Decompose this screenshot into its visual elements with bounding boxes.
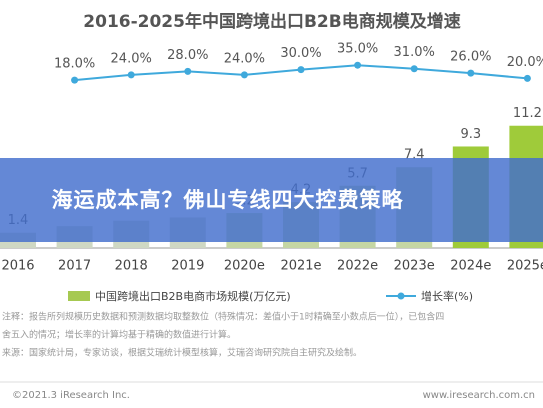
x-tick-label: 2017: [58, 259, 91, 274]
growth-label: 31.0%: [394, 45, 435, 60]
growth-label: 30.0%: [280, 46, 321, 61]
bar-label: 11.2: [513, 106, 542, 121]
x-tick-label: 2024e: [450, 259, 491, 274]
growth-label: 24.0%: [224, 51, 265, 66]
growth-point: [127, 71, 135, 79]
growth-label: 18.0%: [54, 57, 95, 72]
growth-point: [523, 74, 531, 82]
footer-right: www.iresearch.com.cn: [423, 390, 535, 401]
growth-label: 24.0%: [111, 51, 152, 66]
bar-label: 9.3: [460, 127, 481, 142]
growth-point: [184, 67, 192, 75]
note: 注释：报告所列规模历史数据和预测数据均取整数位（特殊情况：差值小于1时精确至小数…: [2, 311, 444, 323]
x-tick-label: 2023e: [394, 259, 435, 274]
growth-point: [410, 65, 418, 73]
x-tick-label: 2019: [171, 259, 204, 274]
growth-label: 26.0%: [450, 50, 491, 65]
x-tick-label: 2021e: [280, 259, 321, 274]
legend-label: 增长率(%): [421, 289, 473, 303]
growth-label: 35.0%: [337, 42, 378, 57]
chart-title: 2016-2025年中国跨境出口B2B电商规模及增速: [83, 11, 460, 32]
x-tick-label: 2025e: [507, 259, 543, 274]
growth-point: [467, 69, 475, 77]
banner: 海运成本高？佛山专线四大控费策略: [0, 158, 543, 242]
growth-point: [240, 71, 248, 79]
x-tick-label: 2022e: [337, 259, 378, 274]
banner-title: 海运成本高？佛山专线四大控费策略: [51, 188, 404, 212]
note: 舍五入的情况；增长率的计算均基于精确的数值进行计算。: [2, 329, 236, 341]
growth-point: [297, 66, 305, 74]
legend-label: 中国跨境出口B2B电商市场规模(万亿元): [95, 289, 291, 303]
legend-dot: [397, 292, 405, 300]
growth-point: [354, 61, 362, 69]
growth-point: [71, 76, 79, 84]
x-tick-label: 2018: [115, 259, 148, 274]
footer-left: ©2021.3 iResearch Inc.: [12, 390, 130, 401]
x-tick-label: 2016: [1, 259, 34, 274]
growth-label: 20.0%: [507, 55, 543, 70]
x-tick-label: 2020e: [224, 259, 265, 274]
note: 来源：国家统计局，专家访谈，根据艾瑞统计模型核算，艾瑞咨询研究院自主研究及绘制。: [2, 347, 362, 359]
growth-label: 28.0%: [167, 48, 208, 63]
legend-swatch: [68, 291, 90, 301]
